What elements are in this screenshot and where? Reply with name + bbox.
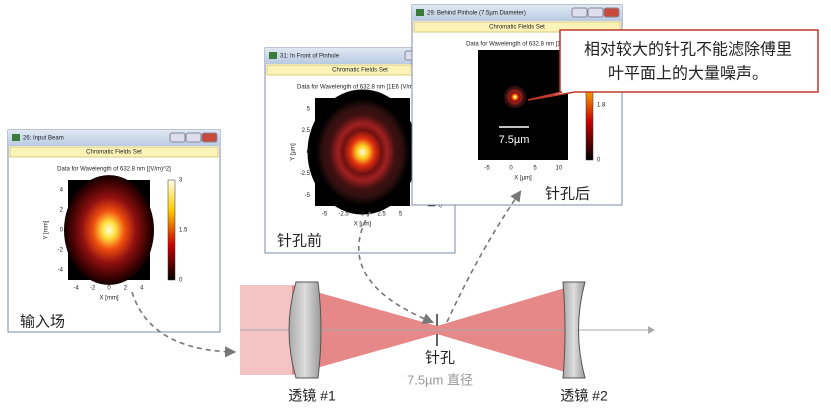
window-title: 26: Input Beam [23, 136, 64, 142]
x-tick-label: 2.5 [377, 212, 386, 218]
y-axis-label: Y [mm] [44, 220, 50, 239]
caption: 输入场 [20, 313, 65, 331]
caption: 针孔后 [545, 185, 590, 203]
window-icon [12, 134, 20, 141]
x-tick-label: 0 [509, 166, 513, 172]
window-button[interactable] [587, 7, 604, 18]
beam [240, 281, 655, 379]
subtitle: Data for Wavelength of 632.8 nm [1E6 (V/… [297, 85, 423, 91]
x-tick-label: 10 [556, 166, 563, 172]
subtitle: Data for Wavelength of 632.8 nm [(V/m)^2… [57, 167, 171, 173]
window-button[interactable] [603, 7, 620, 18]
arrows [131, 190, 522, 358]
y-tick-label: -5 [305, 193, 311, 199]
colorbar-tick-label: 0 [179, 278, 183, 284]
x-tick-label: -5 [484, 166, 490, 172]
pinhole-size: 7.5µm 直径 [407, 372, 473, 387]
y-tick-label: 0 [307, 150, 311, 156]
lens-label: 透镜 #1 [288, 388, 336, 404]
x-tick-label: -4 [74, 286, 80, 292]
window-button[interactable] [169, 132, 186, 143]
x-axis-label: X [µm] [354, 222, 372, 228]
colorbar [167, 179, 176, 281]
y-tick-label: 0 [60, 228, 64, 234]
window-button[interactable] [201, 132, 218, 143]
header: Chromatic Fields Set [86, 150, 142, 156]
x-tick-label: 0 [107, 286, 111, 292]
beam-spot [307, 89, 418, 215]
beam-spot [64, 175, 154, 285]
colorbar-tick-label: 1.8 [597, 103, 606, 109]
y-tick-label: -2.5 [300, 171, 311, 177]
beam-spot [501, 83, 529, 111]
header: Chromatic Fields Set [332, 68, 388, 74]
colorbar-tick-label: 1.5 [179, 228, 188, 234]
window-button[interactable] [571, 7, 588, 18]
x-tick-label: -5 [322, 212, 328, 218]
colorbar-tick-label: 3 [179, 178, 183, 184]
x-tick-label: 5 [533, 166, 537, 172]
y-axis-label: Y [µm] [291, 143, 297, 161]
window-title: 31: In Front of Pinhole [280, 54, 340, 60]
x-tick-label: 2 [124, 286, 128, 292]
y-tick-label: 2.5 [302, 128, 311, 134]
colorbar-tick-label: 0 [439, 204, 443, 210]
header-bar [9, 146, 219, 158]
y-tick-label: 4 [60, 188, 64, 194]
y-tick-label: -4 [58, 268, 64, 274]
x-tick-label: 4 [140, 286, 144, 292]
y-tick-label: 5 [307, 106, 311, 112]
x-tick-label: 0 [361, 212, 365, 218]
pinhole-label: 针孔 [425, 349, 455, 367]
spot-label: 7.5µm [499, 134, 530, 146]
callout-text: 相对较大的针孔不能滤除傅里 [584, 40, 792, 59]
title-bar [412, 5, 622, 21]
window-icon [416, 9, 424, 16]
lens-label: 透镜 #2 [560, 388, 608, 404]
callout-text: 叶平面上的大量噪声。 [608, 64, 768, 83]
x-tick-label: 5 [399, 212, 403, 218]
header: Chromatic Fields Set [489, 25, 545, 31]
y-tick-label: 2 [60, 208, 64, 214]
subtitle: Data for Wavelength of 632.8 nm [1E6 [466, 42, 568, 48]
header-bar [413, 21, 621, 33]
window-button[interactable] [185, 132, 202, 143]
caption: 针孔前 [277, 232, 322, 250]
window-icon [269, 52, 277, 59]
window-title: 29: Behind Pinhole (7.5µm Diameter) [427, 11, 526, 17]
x-tick-label: -2.5 [338, 212, 349, 218]
y-tick-label: -2 [58, 248, 64, 254]
x-axis-label: X [µm] [514, 176, 532, 182]
colorbar-tick-label: 0 [597, 158, 601, 164]
x-axis-label: X [mm] [100, 296, 119, 302]
callout: 相对较大的针孔不能滤除傅里 叶平面上的大量噪声。 [527, 29, 819, 101]
x-tick-label: -2 [90, 286, 96, 292]
title-bar [8, 130, 220, 146]
